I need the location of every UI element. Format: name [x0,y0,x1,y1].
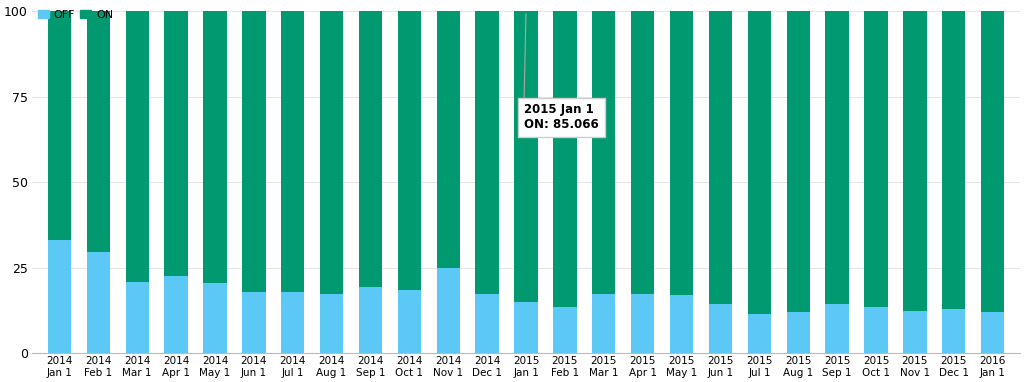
Bar [903,311,927,353]
Bar [48,11,71,240]
Bar [204,283,226,353]
Bar [670,11,693,295]
Bar [397,11,421,290]
Bar [864,307,888,353]
Bar [436,268,460,353]
Bar [825,11,849,304]
Bar [126,11,148,282]
Bar [319,11,343,293]
Bar [358,286,382,353]
Bar [475,11,499,293]
Bar [709,11,732,304]
Bar [204,11,226,283]
Legend: OFF, ON: OFF, ON [38,10,113,20]
Bar [165,11,187,277]
Bar [592,11,615,293]
Bar [514,302,538,353]
Bar [126,282,148,353]
Bar [87,11,110,253]
Bar [748,11,771,314]
Bar [942,11,966,309]
Bar [825,304,849,353]
Bar [553,11,577,307]
Bar [786,11,810,312]
Bar [981,312,1005,353]
Text: 2015 Jan 1
ON: 85.066: 2015 Jan 1 ON: 85.066 [524,104,599,131]
Bar [319,293,343,353]
Bar [670,295,693,353]
Bar [242,292,265,353]
Bar [475,293,499,353]
Bar [864,11,888,307]
Bar [48,240,71,353]
Bar [165,277,187,353]
Bar [631,293,654,353]
Bar [514,11,538,302]
Bar [397,290,421,353]
Bar [242,11,265,292]
Bar [981,11,1005,312]
Bar [358,11,382,286]
Bar [709,304,732,353]
Bar [592,293,615,353]
Bar [281,292,304,353]
Bar [436,11,460,268]
Bar [748,314,771,353]
Bar [942,309,966,353]
Bar [553,307,577,353]
Bar [786,312,810,353]
Bar [631,11,654,293]
Bar [87,253,110,353]
Bar [281,11,304,292]
Bar [903,11,927,311]
